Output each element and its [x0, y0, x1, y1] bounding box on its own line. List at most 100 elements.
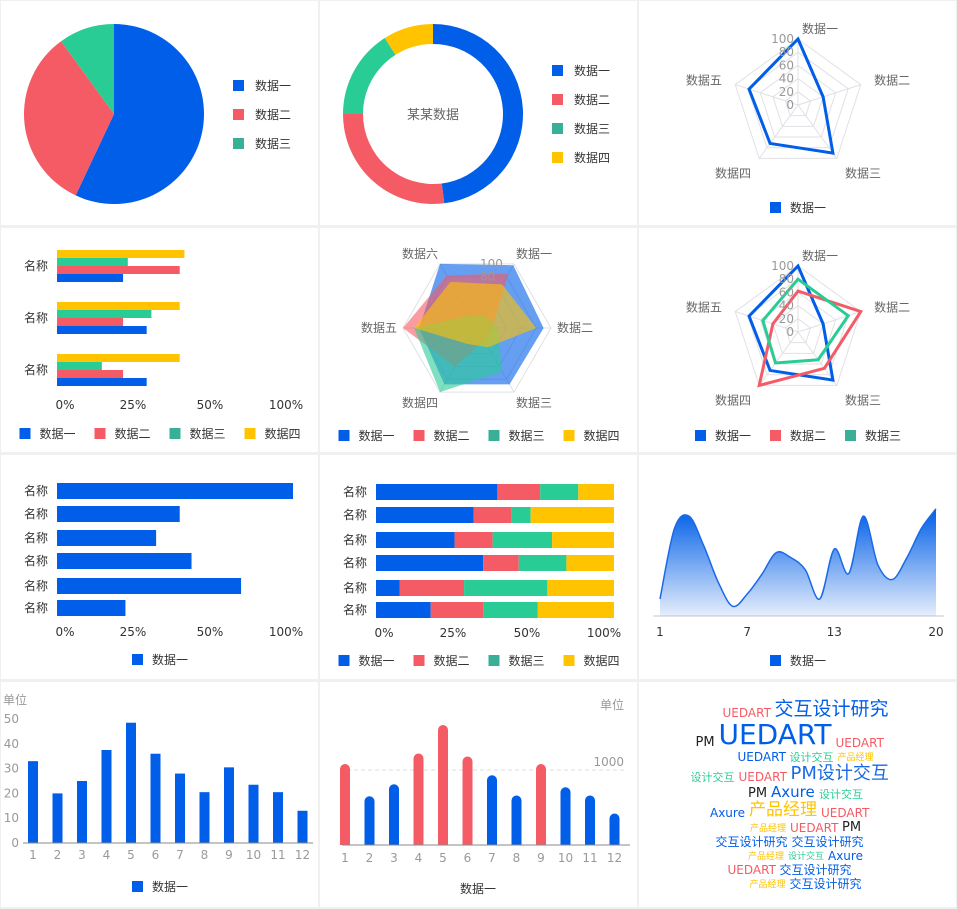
- radar-indicator-label: 数据三: [845, 166, 881, 181]
- column-bar: [77, 781, 87, 843]
- stack-segment-2: [454, 532, 493, 548]
- x-tick-label: 11: [270, 848, 285, 862]
- bar-1: [57, 274, 124, 282]
- column-bar: [364, 796, 375, 845]
- y-axis-unit: 单位: [3, 692, 27, 707]
- radar-grid-ring: [784, 318, 812, 344]
- radar-indicator-label: 数据五: [361, 320, 397, 335]
- legend-swatch-2: [413, 430, 425, 441]
- column-bar: [52, 793, 63, 843]
- stack-segment-2: [399, 580, 465, 596]
- x-tick-label: 3: [78, 848, 86, 862]
- word-cloud-term: PM: [842, 819, 862, 835]
- stack-segment-2: [483, 555, 519, 571]
- legend-label-3: 数据三: [865, 428, 901, 443]
- stack-segment-2: [430, 602, 484, 618]
- radar-indicator-label: 数据五: [686, 299, 722, 314]
- single-bar-panel: 名称 名称 名称 名称 名称 名称 0% 25% 50% 100% 数据一: [1, 455, 318, 679]
- radar-spoke: [735, 311, 799, 333]
- bar: [57, 483, 293, 499]
- column-bar: [175, 773, 185, 843]
- x-tick-label: 50%: [514, 626, 541, 640]
- legend-label-3: 数据三: [509, 653, 545, 668]
- radar-tick-label: 100: [771, 259, 794, 273]
- legend-swatch-1: [338, 430, 350, 441]
- stack-segment-4: [552, 532, 614, 548]
- x-tick-label: 9: [225, 848, 233, 862]
- column-bar: [536, 764, 546, 845]
- legend-swatch-1: [695, 430, 706, 441]
- stack-segment-3: [540, 484, 579, 500]
- stack-segment-1: [376, 580, 400, 596]
- x-tick-label: 50%: [197, 625, 224, 639]
- x-tick-label: 100%: [587, 626, 621, 640]
- legend-swatch-1: [770, 202, 781, 213]
- legend-label-4: 数据四: [265, 426, 301, 441]
- legend-label-3: 数据三: [509, 428, 545, 443]
- x-tick-label: 9: [537, 851, 545, 865]
- stack-segment-4: [537, 602, 614, 618]
- word-cloud-panel: UEDART 交互设计研究 PM UEDART UEDART 设计交互 产品经理 UEDART…: [639, 682, 956, 907]
- chart-title: 数据一: [460, 881, 496, 896]
- stack-segment-4: [566, 555, 614, 571]
- stack-segment-1: [376, 507, 474, 523]
- x-tick-label: 1: [656, 625, 664, 639]
- word-cloud: UEDART 交互设计研究 PM UEDART UEDART 设计交互 产品经理 UEDART…: [639, 682, 956, 907]
- stack-segment-4: [578, 484, 614, 500]
- legend-swatch-1: [132, 654, 143, 665]
- legend-swatch-4: [244, 428, 256, 439]
- x-tick-label: 4: [103, 848, 111, 862]
- bar-3: [57, 362, 102, 370]
- category-label: 名称: [24, 483, 48, 498]
- radar-tick-label: 40: [779, 72, 794, 86]
- bar: [57, 506, 180, 522]
- bar: [57, 553, 192, 569]
- stack-segment-3: [483, 602, 538, 618]
- category-label: 名称: [24, 553, 48, 568]
- legend-label-1: 数据一: [574, 63, 610, 78]
- stack-segment-3: [464, 580, 548, 596]
- column-bar: [389, 784, 399, 845]
- stacked-bar-panel: 名称 名称 名称 名称 名称 名称 0% 25% 50% 100% 数据一 数据二 数据三 数据四: [320, 455, 637, 679]
- x-tick-label: 0%: [374, 626, 393, 640]
- category-label: 名称: [24, 530, 48, 545]
- legend-swatch-1: [552, 65, 563, 76]
- radar-tick-label: 20: [779, 312, 794, 326]
- threshold-column-panel: 单位 1000 1 2 3 4 5 6 7 8 9 10 11 12 数据一: [320, 682, 637, 907]
- stack-segment-3: [511, 507, 531, 523]
- word-cloud-term: PM设计交互: [790, 762, 889, 784]
- legend-label-2: 数据二: [574, 92, 610, 107]
- radar-multi-panel: 0 20 40 60 80 100 数据一 数据二 数据三 数据四 数据五 数据一 数据二 数据三: [639, 228, 956, 452]
- radar-series-area-4: [414, 281, 537, 348]
- legend-label-1: 数据一: [359, 653, 395, 668]
- category-label: 名称: [24, 310, 48, 325]
- legend-swatch-3: [488, 655, 500, 666]
- radar-series-line-3: [761, 277, 851, 365]
- category-label: 名称: [24, 600, 48, 615]
- radar-indicator-label: 数据二: [557, 320, 593, 335]
- y-tick-label: 40: [4, 737, 19, 751]
- legend-swatch-2: [770, 430, 781, 441]
- y-tick-label: 0: [11, 836, 19, 850]
- legend-label-2: 数据二: [434, 428, 470, 443]
- stack-segment-3: [492, 532, 553, 548]
- x-tick-label: 25%: [120, 625, 147, 639]
- column-bar: [560, 787, 571, 845]
- word-cloud-term: 交互设计研究: [774, 697, 889, 720]
- word-cloud-term: UEDART: [835, 735, 884, 750]
- pie-slice-3: [343, 38, 396, 115]
- bar-3: [57, 310, 152, 318]
- stack-segment-2: [473, 507, 512, 523]
- word-cloud-term: UEDART: [722, 705, 771, 720]
- bar-2: [57, 266, 180, 274]
- x-tick-label: 5: [439, 851, 447, 865]
- legend-label-1: 数据一: [790, 653, 826, 668]
- pie-slice-1: [433, 24, 524, 204]
- x-tick-label: 10: [246, 848, 261, 862]
- stack-segment-1: [376, 532, 455, 548]
- x-tick-label: 7: [176, 848, 184, 862]
- radar-tick-label: 80: [779, 272, 794, 286]
